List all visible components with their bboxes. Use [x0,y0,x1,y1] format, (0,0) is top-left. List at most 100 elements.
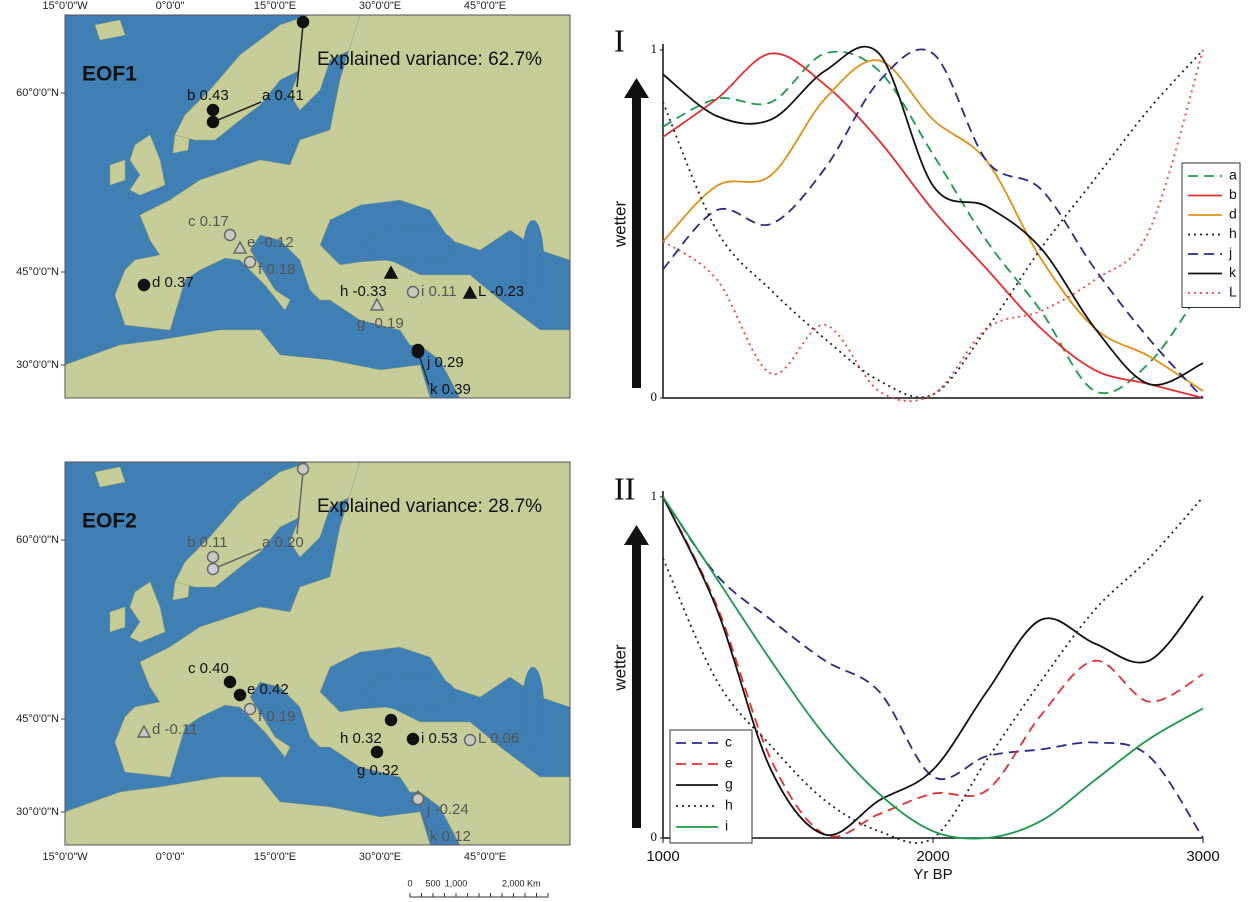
panel-title: II [614,470,635,506]
site-label: j 0.29 [426,354,464,371]
legend-label: e [725,755,733,771]
site-marker [372,747,383,758]
lon-tick-label: 0°0'0" [156,0,185,12]
legend-label: i [725,818,728,834]
site-label: c 0.40 [188,660,229,677]
arrow-shaft [632,95,641,388]
legend-label: k [1229,264,1237,280]
site-marker [139,280,150,291]
map-panel-label: EOF1 [82,63,137,86]
site-label: a 0.20 [262,534,304,551]
lon-tick-label: 15°0'0"E [254,0,296,12]
lon-tick-label: 0°0'0" [156,851,185,863]
site-label: L 0.06 [478,730,519,747]
scale-label: 2,000 Km [502,878,541,888]
scale-label: 1,000 [445,878,468,888]
site-label: j -0.24 [426,801,469,818]
lat-tick-label: 45°0'0"N [16,266,59,278]
y-axis-label: wetter [610,644,629,692]
legend-label: d [1229,206,1237,222]
x-tick-label: 1000 [646,848,679,865]
site-label: b 0.11 [187,534,228,551]
site-label: h 0.32 [340,730,382,747]
legend: ceghi [670,730,752,843]
site-label: i 0.53 [421,730,458,747]
arrow-shaft [632,542,641,828]
arrow-head [624,78,649,98]
series-line [663,53,1203,398]
site-marker [465,735,476,746]
lon-tick-label: 15°0'0"E [254,851,296,863]
lon-tick-label: 45°0'0"E [464,0,506,12]
legend-label: h [1229,225,1237,241]
site-label: i 0.11 [421,283,457,300]
site-marker [408,734,419,745]
lat-tick-label: 45°0'0"N [16,713,59,725]
site-marker [235,690,246,701]
site-label: e -0.12 [247,234,294,251]
y-tick-label: 0 [651,829,658,844]
basemap [65,15,570,398]
lon-tick-label: 15°0'0"W [42,0,88,12]
site-marker [298,464,309,475]
map-panel: EOF2 Explained variance: 28.7% 60°0'0"N 45°… [16,462,570,863]
arrow-head [624,525,649,545]
series-line [663,60,1203,391]
site-marker [208,105,219,116]
lat-tick-label: 60°0'0"N [16,87,59,99]
lon-tick-label: 45°0'0"E [464,851,506,863]
lon-tick-label: 30°0'0"E [359,0,401,12]
site-marker [245,257,256,268]
lat-tick-label: 60°0'0"N [16,534,59,546]
x-tick-label: 3000 [1186,848,1219,865]
site-label: L -0.23 [478,283,524,300]
site-marker [386,715,397,726]
legend-label: j [1228,245,1232,261]
lon-tick-label: 30°0'0"E [359,851,401,863]
site-marker [225,230,236,241]
series-line [663,52,1203,394]
site-marker [245,704,256,715]
maps: EOF1 Explained variance: 62.7% 60°0'0"N 45°… [16,0,570,897]
site-marker [225,677,236,688]
site-label: b 0.43 [187,87,229,104]
y-tick-label: 1 [651,41,658,56]
map-panel-label: EOF2 [82,510,137,533]
site-label: d 0.37 [152,274,194,291]
y-tick-label: 1 [651,488,658,503]
site-label: g -0.19 [357,315,404,332]
site-marker [208,564,219,575]
lat-tick-label: 30°0'0"N [16,359,59,371]
site-label: f 0.19 [258,708,296,725]
site-label: h -0.33 [340,283,387,300]
site-marker [408,287,419,298]
legend-label: h [725,797,733,813]
site-marker [298,17,309,28]
site-marker [413,347,424,358]
y-axis-label: wetter [610,201,629,249]
site-label: g 0.32 [357,762,399,779]
site-label: k 0.39 [430,381,471,398]
x-axis-label: Yr BP [913,866,952,883]
explained-variance: Explained variance: 28.7% [317,496,542,517]
scale-label: 500 [425,878,440,888]
lat-tick-label: 30°0'0"N [16,806,59,818]
legend-label: b [1229,186,1237,202]
x-tick-label: 2000 [916,848,949,865]
legend-label: L [1229,284,1237,300]
site-marker [208,117,219,128]
legend-label: a [1229,167,1237,183]
y-tick-label: 0 [651,389,658,404]
figure: EOF1 Explained variance: 62.7% 60°0'0"N 45°… [0,0,1255,902]
panel-title: I [614,22,625,58]
legend-box [670,730,752,843]
explained-variance: Explained variance: 62.7% [317,49,542,70]
site-label: d -0.11 [152,721,198,738]
site-label: a 0.41 [262,87,304,104]
legend-label: c [725,734,732,750]
site-label: f 0.18 [258,261,296,278]
